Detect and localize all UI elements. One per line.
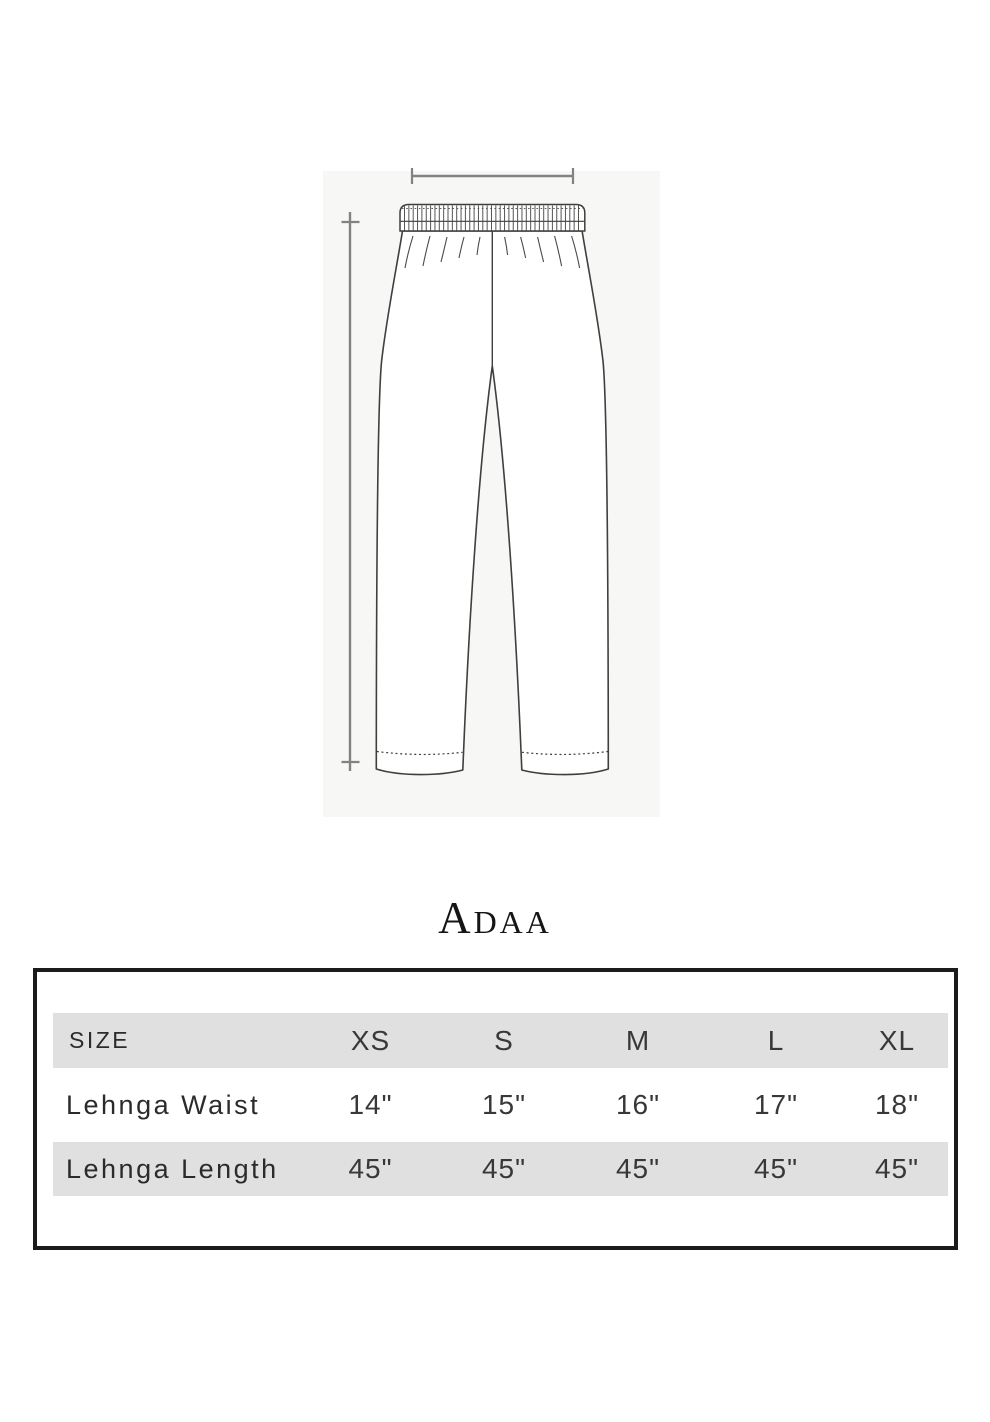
size-header-m: M <box>625 1024 651 1056</box>
length-value-m: 45" <box>615 1153 661 1184</box>
size-chart-rows: SIZE XS S M L XL Lehnga Waist 14" 15" 16… <box>53 1013 948 1196</box>
size-chart: SIZE XS S M L XL Lehnga Waist 14" 15" 16… <box>33 968 958 1250</box>
waist-value-s: 15" <box>481 1089 527 1120</box>
size-header-s: S <box>494 1024 514 1056</box>
waist-value-xs: 14" <box>348 1089 393 1120</box>
size-header-l: L <box>767 1024 785 1056</box>
waistband <box>399 203 586 232</box>
garment-sketch <box>341 168 610 776</box>
table-row-lehnga-length: Lehnga Length 45" 45" 45" 45" 45" <box>53 1142 948 1196</box>
hem-stitch-lines <box>376 750 608 756</box>
length-value-l: 45" <box>753 1153 799 1184</box>
row-label-lehnga-waist: Lehnga Waist <box>66 1089 261 1120</box>
waist-value-l: 17" <box>753 1089 799 1120</box>
garment-sketch-figure <box>341 168 610 776</box>
row-label-lehnga-length: Lehnga Length <box>66 1153 279 1184</box>
gather-lines <box>404 235 581 269</box>
product-title: Adaa <box>438 893 552 943</box>
pants-outline <box>375 230 610 776</box>
waist-value-xl: 18" <box>874 1089 920 1120</box>
waist-value-m: 16" <box>615 1089 661 1120</box>
length-value-xl: 45" <box>874 1153 920 1184</box>
length-value-s: 45" <box>481 1153 527 1184</box>
size-column-header: SIZE <box>69 1027 131 1053</box>
size-header-xl: XL <box>878 1024 916 1056</box>
size-header-xs: XS <box>350 1024 391 1056</box>
table-row-lehnga-waist: Lehnga Waist 14" 15" 16" 17" 18" <box>53 1068 948 1142</box>
length-dimension-line <box>341 212 360 771</box>
waist-dimension-line <box>410 168 575 184</box>
length-value-xs: 45" <box>348 1153 393 1184</box>
size-chart-header-row: SIZE XS S M L XL <box>53 1013 948 1068</box>
